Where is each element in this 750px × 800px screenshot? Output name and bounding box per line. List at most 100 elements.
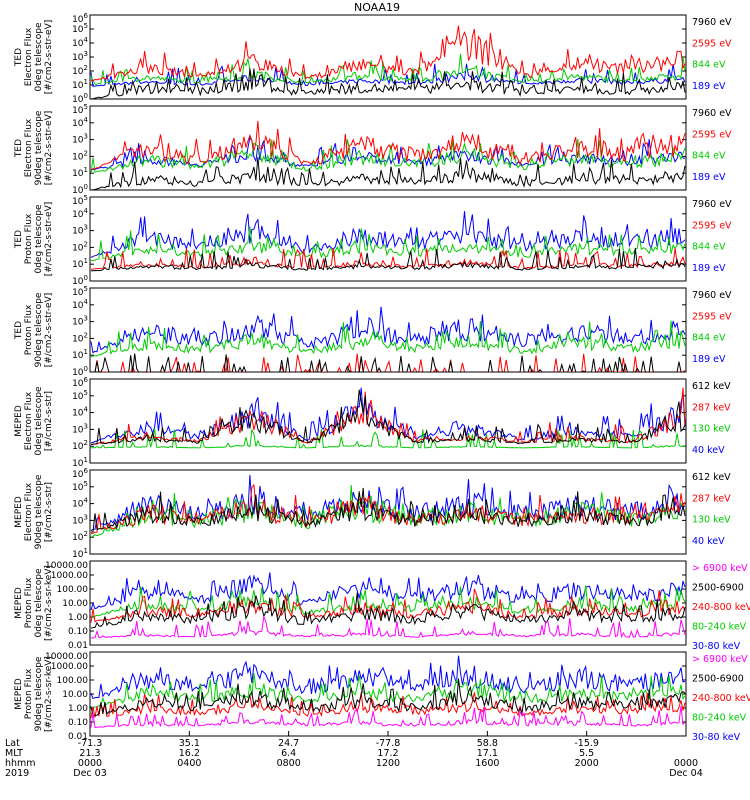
y-axis-label: 0deg telescope — [34, 568, 44, 638]
y-axis-label: 0deg telescope — [34, 386, 44, 456]
legend-entry: 2595 eV — [692, 311, 732, 322]
y-tick-label: 101 — [72, 547, 88, 560]
y-axis-label: Electron Flux — [24, 118, 34, 177]
footer-value: 16.2 — [179, 748, 200, 759]
series-line — [90, 484, 686, 538]
series-line — [90, 63, 686, 87]
legend-entry: 612 keV — [692, 472, 731, 483]
legend-entry: 30-80 keV — [692, 732, 741, 743]
y-tick-label: 10000.00 — [45, 561, 88, 571]
footer-value: 35.1 — [179, 738, 200, 749]
y-axis-label: [#/cm2-s-str-eV] — [44, 111, 54, 186]
y-tick-label: 102 — [72, 439, 88, 452]
y-tick-label: 0.10 — [68, 718, 88, 728]
y-tick-label: 102 — [72, 240, 88, 253]
legend-entry: 7960 eV — [692, 199, 732, 210]
y-tick-label: 105 — [72, 389, 88, 402]
series-line — [90, 487, 686, 533]
y-axis-label: TED — [14, 321, 24, 340]
y-tick-label: 10000.00 — [45, 652, 88, 662]
y-tick-label: 100.00 — [57, 585, 89, 595]
series-line — [91, 353, 685, 372]
y-axis-label: 90deg telescope — [34, 110, 44, 185]
footer-value: 1200 — [376, 758, 400, 769]
y-tick-label: 0.10 — [68, 627, 88, 637]
y-axis-label: Proton Flux — [24, 304, 34, 355]
y-axis-label: MEPED — [14, 678, 24, 710]
y-tick-label: 100.00 — [57, 676, 89, 686]
series-line — [90, 226, 686, 262]
y-axis-label: [#/cm2-s-str-eV] — [44, 20, 54, 95]
footer-value: 0400 — [177, 758, 201, 769]
series-line — [90, 138, 686, 174]
series-line — [90, 655, 686, 700]
footer-value: 5.5 — [579, 748, 594, 759]
y-tick-label: 104 — [72, 36, 88, 49]
y-axis-label: MEPED — [14, 496, 24, 528]
y-axis-label: Proton Flux — [24, 213, 34, 264]
y-axis-label: Proton Flux — [24, 668, 34, 719]
series-line — [90, 588, 686, 623]
y-axis-label: MEPED — [14, 405, 24, 437]
series-line — [90, 592, 686, 629]
footer-value: 17.2 — [377, 748, 398, 759]
y-axis-label: Proton Flux — [24, 577, 34, 628]
legend-entry: 130 keV — [692, 515, 731, 526]
y-axis-label: 0deg telescope — [34, 204, 44, 274]
y-tick-label: 104 — [72, 497, 88, 510]
y-tick-label: 101 — [72, 166, 88, 179]
legend-entry: 287 keV — [692, 402, 731, 413]
y-axis-label: 90deg telescope — [34, 292, 44, 367]
footer-value: -77.8 — [376, 738, 401, 749]
legend-entry: 40 keV — [692, 536, 725, 547]
y-axis-label: [#/cm2-s-str-eV] — [44, 293, 54, 368]
series-line — [90, 387, 686, 445]
series-line — [90, 68, 686, 99]
panel-frame — [89, 105, 687, 191]
legend-entry: 2595 eV — [692, 38, 732, 49]
legend-entry: 189 eV — [692, 354, 726, 365]
panel-frame — [89, 469, 687, 555]
series-line — [90, 156, 686, 190]
series-line — [90, 692, 686, 718]
footer-value: -71.3 — [78, 738, 103, 749]
y-axis-label: Electron Flux — [24, 27, 34, 86]
footer-value: 21.3 — [79, 748, 100, 759]
legend-entry: 2595 eV — [692, 220, 732, 231]
series-line — [90, 673, 686, 709]
footer-value: Dec 04 — [669, 768, 703, 779]
y-tick-label: 102 — [72, 530, 88, 543]
legend-entry: 189 eV — [692, 172, 726, 183]
y-tick-label: 0.01 — [68, 641, 88, 651]
footer-row-label: MLT — [5, 748, 23, 759]
series-line — [91, 353, 686, 372]
series-line — [90, 53, 686, 85]
y-axis-label: Electron Flux — [24, 482, 34, 541]
series-line — [90, 247, 686, 270]
chart-title: NOAA19 — [354, 1, 400, 14]
footer-value: 24.7 — [278, 738, 299, 749]
y-tick-label: 1000.00 — [51, 571, 88, 581]
series-line — [90, 483, 686, 535]
footer-value: 1600 — [475, 758, 499, 769]
legend-entry: 240-800 keV — [692, 693, 750, 704]
time-axis-footer: Lat -71.3 35.1 24.7 -77.8 58.8 -15.9 MLT 21.3 16.… — [5, 731, 703, 779]
legend-entry: 40 keV — [692, 445, 725, 456]
y-axis-label: Electron Flux — [24, 391, 34, 450]
y-tick-label: 102 — [72, 331, 88, 344]
footer-value: 0000 — [674, 758, 698, 769]
legend-entry: 7960 eV — [692, 17, 732, 28]
footer-value: 58.8 — [477, 738, 498, 749]
y-tick-label: 10.00 — [62, 599, 88, 609]
legend-entry: 844 eV — [692, 60, 726, 71]
series-line — [90, 248, 686, 272]
legend-entry: 7960 eV — [692, 108, 732, 119]
legend-entry: > 6900 keV — [692, 563, 748, 574]
legend-entry: > 6900 keV — [692, 654, 748, 665]
y-tick-label: 103 — [72, 224, 88, 237]
y-axis-label: [#/cm2-s-str] — [44, 391, 54, 451]
